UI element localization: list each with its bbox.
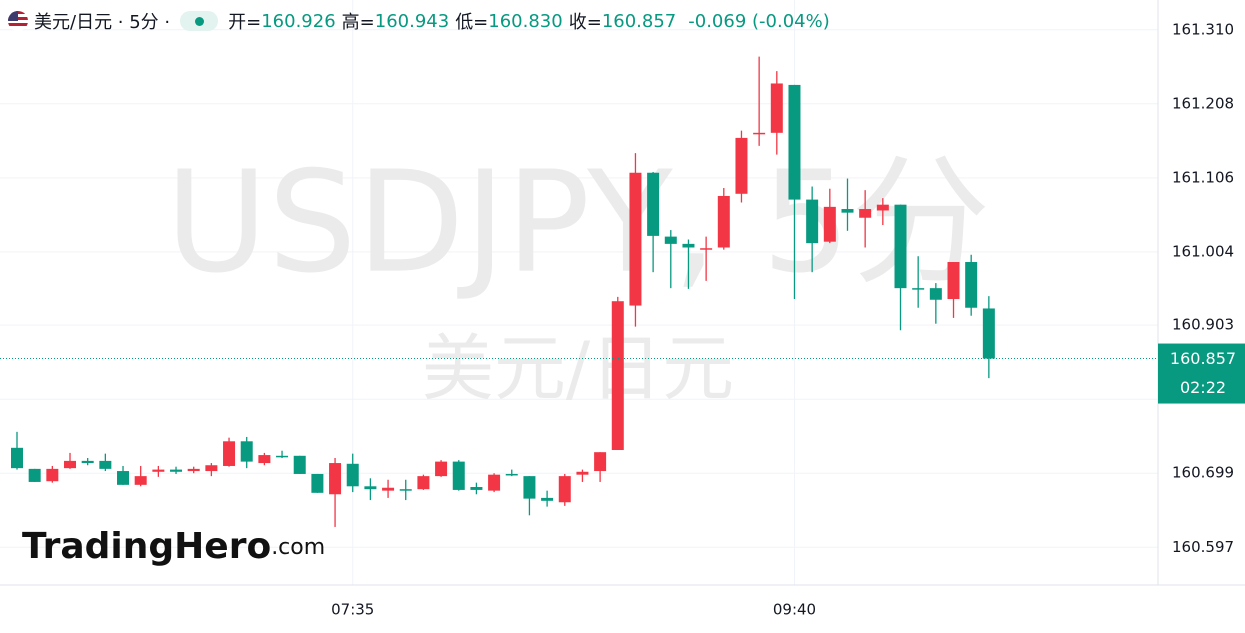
candle-body [647, 172, 660, 236]
countdown: 02:22 [1180, 378, 1226, 397]
candle-body [470, 487, 483, 490]
candle-body [240, 441, 253, 462]
candle-body [134, 476, 147, 485]
low-value: 160.830 [488, 10, 563, 32]
candle-body [505, 473, 518, 476]
candle-body [788, 84, 801, 200]
candle-body [735, 137, 748, 194]
y-tick-label: 161.208 [1172, 94, 1234, 112]
symbol: 美元/日元 · 5分 · [34, 12, 171, 33]
y-tick-label: 160.597 [1172, 538, 1234, 556]
candle-body [947, 262, 960, 300]
candle-body [611, 301, 624, 450]
watermark-sub: 美元/日元 [422, 327, 734, 411]
candle-body [770, 83, 783, 133]
high-value: 160.943 [374, 10, 450, 32]
candle-body [46, 468, 59, 482]
x-tick-label: 09:40 [773, 601, 816, 619]
candle-body [99, 460, 112, 469]
low-label: 低= [455, 12, 489, 33]
candle-body [435, 461, 448, 477]
y-tick-label: 161.004 [1172, 242, 1234, 260]
candle-body [717, 195, 730, 248]
candle-body [399, 489, 412, 491]
y-tick-label: 161.106 [1172, 168, 1234, 186]
candle-body [364, 486, 377, 490]
candle-body [417, 476, 430, 490]
candle-body [876, 204, 889, 211]
candle-body [117, 471, 130, 485]
candle-body [170, 469, 183, 472]
logo-domain: .com [271, 535, 325, 560]
open-label: 开= [228, 12, 262, 33]
candle-body [982, 308, 995, 359]
candle-body [823, 206, 836, 242]
candle-body [664, 236, 677, 244]
open-value: 160.926 [261, 10, 336, 32]
candle-body [929, 288, 942, 300]
logo-brand: TradingHero [22, 526, 271, 567]
candle-body [346, 463, 359, 487]
candle-body [64, 460, 77, 469]
candle-body [152, 469, 165, 472]
candle-body [576, 471, 589, 475]
candle-body [488, 474, 501, 491]
watermark-main: USDJPY, 5分 [165, 142, 990, 305]
candle-body [293, 455, 306, 474]
candle-body [81, 460, 94, 464]
price-tag-value: 160.857 [1170, 349, 1236, 368]
candle-body [311, 473, 324, 493]
candle-body [382, 487, 395, 491]
candle-body [258, 455, 271, 464]
candle-body [276, 455, 289, 458]
header: 美元/日元 · 5分 · 开= 160.926 高= 160.943 低= 160.8… [8, 8, 830, 34]
candle-body [894, 204, 907, 289]
grid [0, 0, 1158, 585]
price-tag [1158, 343, 1245, 404]
candle-body [523, 476, 536, 499]
flag-icon [8, 11, 28, 31]
candle-body [329, 463, 342, 495]
candle-body [205, 465, 218, 472]
candle-body [682, 243, 695, 248]
candle-body [912, 288, 925, 290]
candle-body [629, 172, 642, 306]
logo: TradingHero.com [22, 526, 325, 567]
candle-body [541, 497, 554, 501]
candle-body [700, 248, 713, 250]
change: -0.069 (-0.04%) [688, 10, 830, 32]
candle-body [187, 468, 200, 472]
candle-body [558, 476, 571, 503]
candle-body [806, 199, 819, 244]
y-tick-label: 161.310 [1172, 20, 1234, 38]
y-tick-label: 160.903 [1172, 316, 1234, 334]
candle-body [28, 468, 41, 482]
candle-body [11, 447, 23, 469]
candle-body [753, 132, 766, 135]
y-tick-label: 160.699 [1172, 464, 1234, 482]
candle-body [859, 209, 872, 218]
candle-body [452, 461, 465, 490]
close-label: 收= [568, 12, 602, 33]
watermark: USDJPY, 5分 美元/日元 [165, 142, 990, 411]
status-pill[interactable] [180, 11, 219, 31]
high-label: 高= [341, 12, 375, 33]
candle-body [841, 209, 854, 213]
candle-body [965, 262, 978, 308]
x-tick-label: 07:35 [331, 601, 374, 619]
close-value: 160.857 [601, 10, 677, 32]
candle-body [223, 441, 236, 466]
candle-body [594, 452, 607, 472]
